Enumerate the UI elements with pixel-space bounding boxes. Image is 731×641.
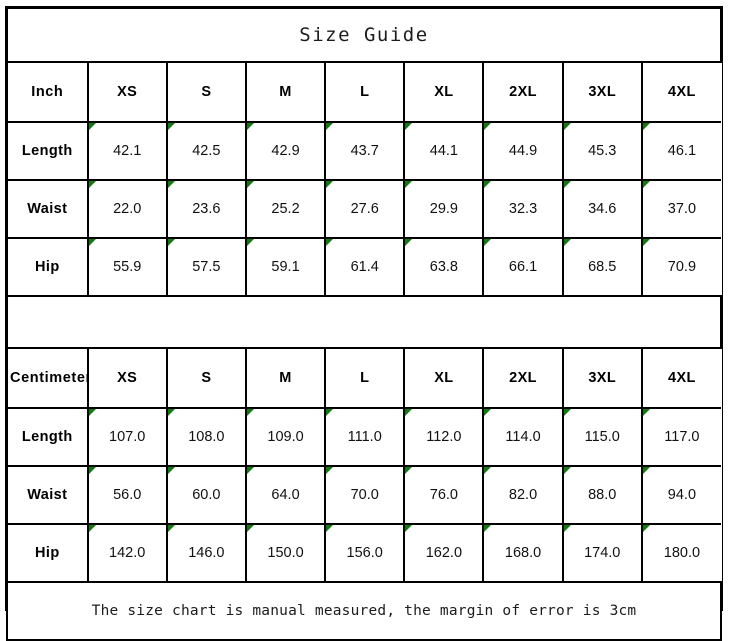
cell-cm-waist-3xl: 88.0 [561,465,643,525]
cell-cm-length-xs: 107.0 [86,407,168,467]
footer-row: The size chart is manual measured, the m… [6,581,722,641]
inch-header-row: Inch XS S M L XL 2XL 3XL 4XL [6,61,721,123]
cell-inch-length-s: 42.5 [165,121,247,181]
chart-title: Size Guide [299,24,429,46]
size-header-4xl: 4XL [640,61,721,123]
cell-cm-hip-2xl: 168.0 [482,523,564,583]
unit-label-inch: Inch [6,61,89,123]
cell-cm-waist-s: 60.0 [165,465,247,525]
row-label-length-cm: Length [6,407,89,467]
table-row: Waist 22.0 23.6 25.2 27.6 29.9 32.3 34.6… [6,179,721,239]
cell-cm-waist-xs: 56.0 [86,465,168,525]
cell-cm-hip-s: 146.0 [165,523,247,583]
size-header-cm-s: S [165,347,247,409]
table-separator [6,295,722,349]
cell-inch-length-l: 43.7 [324,121,406,181]
cell-inch-waist-3xl: 34.6 [561,179,643,239]
size-guide-body: Size Guide Inch XS S M L XL 2XL 3XL 4XL … [6,7,722,641]
size-header-cm-m: M [244,347,327,409]
size-header-l: L [324,61,406,123]
row-label-length-inch: Length [6,121,89,181]
table-row: Length 107.0 108.0 109.0 111.0 112.0 114… [6,407,721,467]
size-header-xs: XS [86,61,168,123]
size-header-s: S [165,61,247,123]
row-label-hip-inch: Hip [6,237,89,297]
cell-inch-length-xl: 44.1 [403,121,485,181]
cell-cm-hip-l: 156.0 [324,523,406,583]
cell-inch-hip-3xl: 68.5 [561,237,643,297]
cell-inch-waist-l: 27.6 [324,179,406,239]
cell-cm-waist-2xl: 82.0 [482,465,564,525]
size-header-xl: XL [403,61,485,123]
cell-inch-hip-2xl: 66.1 [482,237,564,297]
row-label-hip-cm: Hip [6,523,89,583]
table-row: Waist 56.0 60.0 64.0 70.0 76.0 82.0 88.0… [6,465,721,525]
table-row: Hip 142.0 146.0 150.0 156.0 162.0 168.0 … [6,523,721,583]
cell-inch-hip-4xl: 70.9 [640,237,721,297]
row-label-waist-cm: Waist [6,465,89,525]
footer-note-cell: The size chart is manual measured, the m… [6,581,722,641]
unit-label-centimeter: Centimeter [6,347,89,409]
cell-cm-length-l: 111.0 [324,407,406,467]
row-label-waist-inch: Waist [6,179,89,239]
cell-cm-waist-m: 64.0 [244,465,327,525]
cell-cm-waist-l: 70.0 [324,465,406,525]
size-header-cm-l: L [324,347,406,409]
size-header-m: M [244,61,327,123]
size-header-cm-3xl: 3XL [561,347,643,409]
footer-note: The size chart is manual measured, the m… [91,603,637,619]
cell-cm-hip-4xl: 180.0 [640,523,721,583]
size-header-cm-4xl: 4XL [640,347,721,409]
cell-inch-length-xs: 42.1 [86,121,168,181]
cell-inch-waist-4xl: 37.0 [640,179,721,239]
cell-inch-waist-s: 23.6 [165,179,247,239]
cell-inch-length-4xl: 46.1 [640,121,721,181]
cell-cm-length-s: 108.0 [165,407,247,467]
cell-cm-waist-4xl: 94.0 [640,465,721,525]
centimeter-header-row: Centimeter XS S M L XL 2XL 3XL 4XL [6,347,721,409]
cell-cm-length-m: 109.0 [244,407,327,467]
size-header-cm-xl: XL [403,347,485,409]
cell-inch-waist-xl: 29.9 [403,179,485,239]
cell-cm-length-4xl: 117.0 [640,407,721,467]
cell-inch-hip-xs: 55.9 [86,237,168,297]
size-header-cm-xs: XS [86,347,168,409]
cell-cm-waist-xl: 76.0 [403,465,485,525]
cell-inch-hip-xl: 63.8 [403,237,485,297]
cell-inch-hip-s: 57.5 [165,237,247,297]
cell-cm-length-2xl: 114.0 [482,407,564,467]
table-row: Hip 55.9 57.5 59.1 61.4 63.8 66.1 68.5 7… [6,237,721,297]
cell-cm-length-3xl: 115.0 [561,407,643,467]
cell-cm-hip-m: 150.0 [244,523,327,583]
cell-inch-waist-m: 25.2 [244,179,327,239]
cell-inch-length-2xl: 44.9 [482,121,564,181]
size-header-cm-2xl: 2XL [482,347,564,409]
cell-inch-waist-2xl: 32.3 [482,179,564,239]
cell-inch-length-3xl: 45.3 [561,121,643,181]
title-row: Size Guide [6,7,722,63]
cell-inch-length-m: 42.9 [244,121,327,181]
cell-inch-hip-m: 59.1 [244,237,327,297]
size-guide-table: Size Guide Inch XS S M L XL 2XL 3XL 4XL … [6,7,722,641]
cell-cm-length-xl: 112.0 [403,407,485,467]
cell-cm-hip-xs: 142.0 [86,523,168,583]
cell-inch-hip-l: 61.4 [324,237,406,297]
size-guide-chart: Size Guide Inch XS S M L XL 2XL 3XL 4XL … [5,6,723,641]
size-header-2xl: 2XL [482,61,564,123]
cell-cm-hip-3xl: 174.0 [561,523,643,583]
spacer-row [6,295,722,349]
cell-inch-waist-xs: 22.0 [86,179,168,239]
table-row: Length 42.1 42.5 42.9 43.7 44.1 44.9 45.… [6,121,721,181]
cell-cm-hip-xl: 162.0 [403,523,485,583]
size-header-3xl: 3XL [561,61,643,123]
chart-title-cell: Size Guide [6,7,722,63]
